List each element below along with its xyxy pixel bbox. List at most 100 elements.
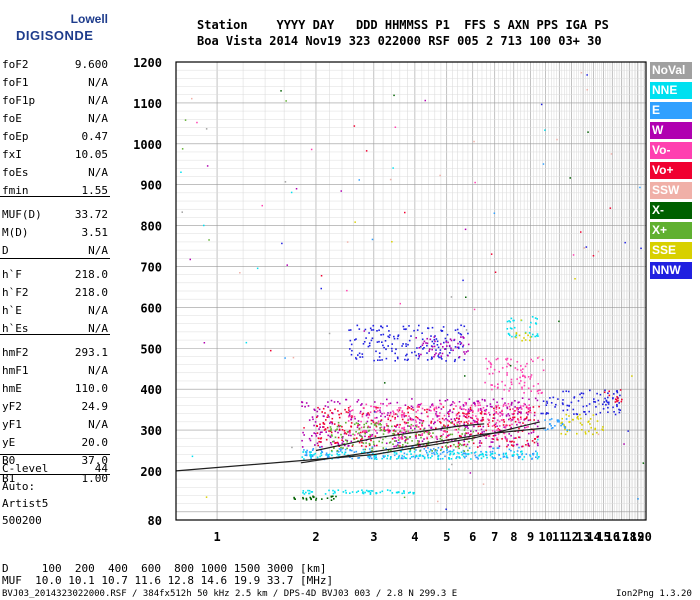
echo-point [371,419,374,422]
echo-point [415,337,417,339]
echo-point [517,411,520,413]
echo-point [474,451,477,453]
echo-point [440,355,443,357]
echo-point [420,353,422,356]
echo-point [474,403,476,405]
echo-point [423,427,426,430]
echo-point [480,413,483,415]
noise-point [540,103,543,106]
echo-point [411,440,413,442]
echo-point [494,426,497,428]
echo-point [326,426,329,429]
echo-point [602,403,604,406]
echo-point [410,335,412,337]
echo-point [421,432,424,435]
echo-point [523,392,525,394]
echo-point [555,403,557,406]
echo-point [589,423,591,425]
echo-point [456,417,458,419]
echo-point [460,451,463,454]
echo-point [439,402,442,405]
echo-point [450,458,453,460]
echo-point [557,398,559,400]
echo-point [368,332,370,334]
echo-point [431,345,434,348]
echo-point [397,457,400,459]
echo-point [316,415,319,417]
echo-point [440,448,443,450]
echo-point [370,339,373,342]
header-values: Boa Vista 2014 Nov19 323 022000 RSF 005 … [197,34,602,48]
echo-point [305,491,307,494]
echo-point [327,414,329,416]
echo-point [442,430,445,433]
echo-point [371,490,374,492]
echo-point [501,413,504,415]
echo-point [579,393,581,396]
echo-point [509,440,511,443]
echo-point [445,360,447,362]
echo-point [534,438,536,440]
echo-point [397,335,399,337]
echo-point [458,347,460,350]
echo-point [508,414,511,417]
echo-point [395,348,397,351]
echo-point [436,340,439,343]
echo-point [359,434,362,437]
echo-point [337,451,340,453]
echo-point [448,413,450,415]
echo-point [325,438,328,441]
echo-point [358,441,361,444]
echo-point [442,346,444,348]
echo-point [472,436,474,439]
echo-point [477,458,479,460]
echo-point [355,357,357,359]
echo-point [453,402,456,404]
echo-point [370,405,372,408]
echo-point [361,403,363,405]
echo-point [348,430,351,433]
echo-point [527,376,530,378]
echo-point [561,421,563,424]
echo-point [379,491,382,494]
echo-point [521,371,523,373]
echo-point [470,430,472,433]
echo-point [404,404,407,406]
echo-point [541,391,543,394]
echo-point [358,424,361,426]
echo-point [302,492,304,494]
echo-point [494,423,497,426]
echo-point [486,456,488,459]
echo-point [403,452,406,455]
echo-point [373,410,376,412]
echo-point [332,412,334,415]
x-tick-label: 17 [614,530,628,544]
noise-point [537,438,539,441]
echo-point [388,430,391,433]
echo-point [418,426,420,428]
echo-point [498,420,501,423]
param-name: D [2,244,9,257]
echo-point [451,403,453,406]
echo-point [356,324,359,327]
echo-point [467,411,469,413]
noise-point [180,171,182,173]
echo-point [492,417,495,419]
echo-point [462,344,465,347]
echo-point [470,458,472,460]
echo-point [381,490,384,493]
param-name: MUF(D) [2,208,42,221]
echo-point [397,357,399,360]
echo-point [524,418,527,420]
echo-point [391,343,393,345]
echo-point [354,417,356,420]
echo-point [465,445,468,448]
echo-point [315,499,317,501]
echo-point [443,419,446,421]
echo-point [331,421,333,423]
echo-point [307,489,309,492]
echo-point [410,423,413,426]
echo-point [333,423,336,425]
echo-point [303,493,306,495]
echo-point [367,345,370,348]
